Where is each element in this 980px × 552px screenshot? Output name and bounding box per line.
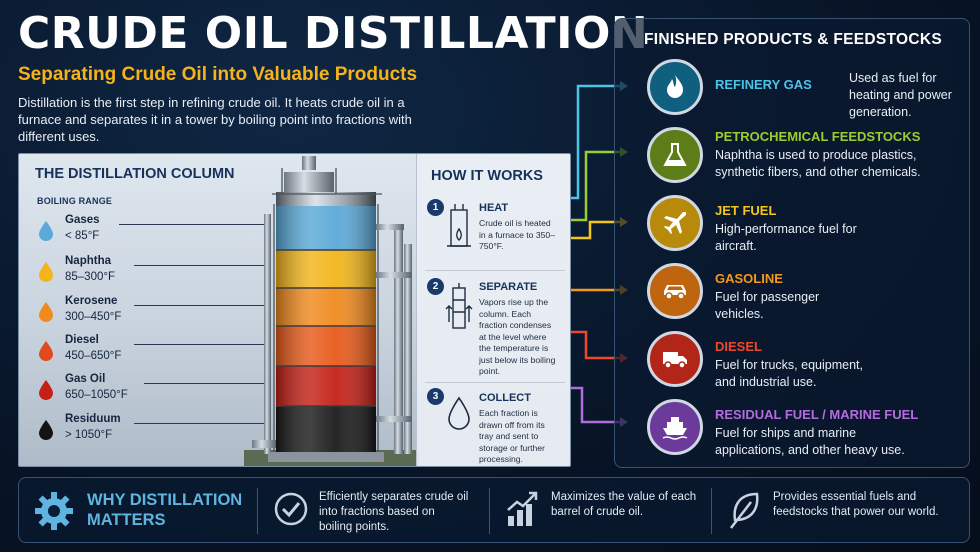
fraction-name: Kerosene [65,295,118,307]
product-description: Fuel for trucks, equipment, and industri… [715,358,863,389]
fraction-range: 300–450°F [65,311,122,323]
step-title: HEAT [479,202,509,214]
fraction-name: Diesel [65,334,99,346]
product-description: High-performance fuel for aircraft. [715,222,857,253]
product-gasoline: GASOLINE Fuel for passenger vehicles. [647,263,967,327]
how-it-works-box: HOW IT WORKS 1 HEAT Crude oil is heated … [416,154,570,466]
product-description: Fuel for ships and marine applications, … [715,426,905,457]
droplet-icon [39,302,53,322]
product-name: REFINERY GAS [715,77,812,92]
truck-icon [663,352,687,369]
page-title: CRUDE OIL DISTILLATION [18,8,649,59]
product-icon-circle [647,195,703,251]
fraction-range: > 1050°F [65,429,113,441]
fraction-range: < 85°F [65,230,100,242]
step-title: SEPARATE [479,281,538,293]
column-title: THE DISTILLATION COLUMN [35,166,235,182]
product-jet-fuel: JET FUEL High-performance fuel for aircr… [647,195,967,259]
why-distillation-title: WHY DISTILLATION MATTERS [87,491,243,529]
step-text: Vapors rise up the column. Each fraction… [479,297,556,376]
product-icon-circle [647,399,703,455]
step-text: Crude oil is heated in a furnace to 350–… [479,218,555,251]
step-number: 1 [427,199,444,216]
fraction-range: 650–1050°F [65,389,128,401]
product-name: DIESEL [715,339,762,354]
product-description: Naphtha is used to produce plastics, syn… [715,148,921,179]
droplet-outline-icon [448,396,470,430]
flask-icon [663,143,687,166]
divider [711,488,712,534]
fraction-residuum: Residuum > 1050°F [37,413,157,449]
droplet-icon [39,262,53,282]
boiling-range-label: BOILING RANGE [37,196,113,206]
benefit-text: Efficiently separates crude oil into fra… [319,491,469,533]
fraction-kerosene: Kerosene 300–450°F [37,295,157,331]
intro-text: Distillation is the first step in refini… [18,95,412,144]
benefit-text: Provides essential fuels and feedstocks … [773,491,939,518]
product-icon-circle [647,331,703,387]
fraction-range: 85–300°F [65,271,115,283]
leader-line [134,423,269,424]
ship-icon [662,417,688,440]
fraction-name: Gas Oil [65,373,106,385]
leader-line [144,383,269,384]
fraction-name: Gases [65,214,100,226]
droplet-icon [39,380,53,400]
product-icon-circle [647,59,703,115]
product-name: PETROCHEMICAL FEEDSTOCKS [715,129,921,144]
droplet-icon [39,221,53,241]
product-residual-marine-fuel: RESIDUAL FUEL / MARINE FUEL Fuel for shi… [647,399,967,463]
product-petrochemical: PETROCHEMICAL FEEDSTOCKS Naphtha is used… [647,127,967,191]
page-subtitle: Separating Crude Oil into Valuable Produ… [18,64,418,85]
divider [425,382,565,383]
fraction-naphtha: Naphtha 85–300°F [37,255,157,291]
fraction-range: 450–650°F [65,350,122,362]
product-icon-circle [647,127,703,183]
product-name: JET FUEL [715,203,777,218]
column-arrows-icon [445,283,473,329]
distillation-tower-illustration [244,156,419,466]
checkmark-icon [274,492,308,526]
fraction-diesel: Diesel 450–650°F [37,334,157,370]
step-number: 3 [427,388,444,405]
benefit-text: Maximizes the value of each barrel of cr… [551,491,697,518]
how-it-works-title: HOW IT WORKS [431,168,543,184]
product-name: GASOLINE [715,271,783,286]
product-refinery-gas: REFINERY GAS Used as fuel for heating an… [647,59,967,123]
divider [425,270,565,271]
products-title: FINISHED PRODUCTS & FEEDSTOCKS [643,31,943,48]
leaf-icon [730,492,759,529]
step-text: Each fraction is drawn off from its tray… [479,408,545,464]
step-number: 2 [427,278,444,295]
why-distillation-bar: WHY DISTILLATION MATTERS Efficiently sep… [18,477,970,543]
leader-line [134,265,269,266]
droplet-icon [39,420,53,440]
leader-line [119,224,269,225]
flame-icon [667,75,683,98]
product-description: Fuel for passenger vehicles. [715,290,820,321]
droplet-icon [39,341,53,361]
step-title: COLLECT [479,392,531,404]
leader-line [134,344,269,345]
growth-chart-icon [507,491,538,526]
furnace-icon [447,204,471,247]
gear-icon [35,492,73,530]
product-icon-circle [647,263,703,319]
fraction-gases: Gases < 85°F [37,214,157,250]
divider [489,488,490,534]
products-panel: FINISHED PRODUCTS & FEEDSTOCKS REFINERY … [614,18,970,468]
distillation-column-panel: THE DISTILLATION COLUMN BOILING RANGE Ga… [18,153,571,467]
product-description: Used as fuel for heating and power gener… [849,71,952,119]
fraction-gas-oil: Gas Oil 650–1050°F [37,373,157,409]
car-icon [664,285,686,300]
product-name: RESIDUAL FUEL / MARINE FUEL [715,407,919,422]
leader-line [134,305,269,306]
divider [257,488,258,534]
fraction-name: Naphtha [65,255,111,267]
fraction-name: Residuum [65,413,121,425]
product-diesel: DIESEL Fuel for trucks, equipment, and i… [647,331,967,395]
airplane-icon [664,212,686,234]
